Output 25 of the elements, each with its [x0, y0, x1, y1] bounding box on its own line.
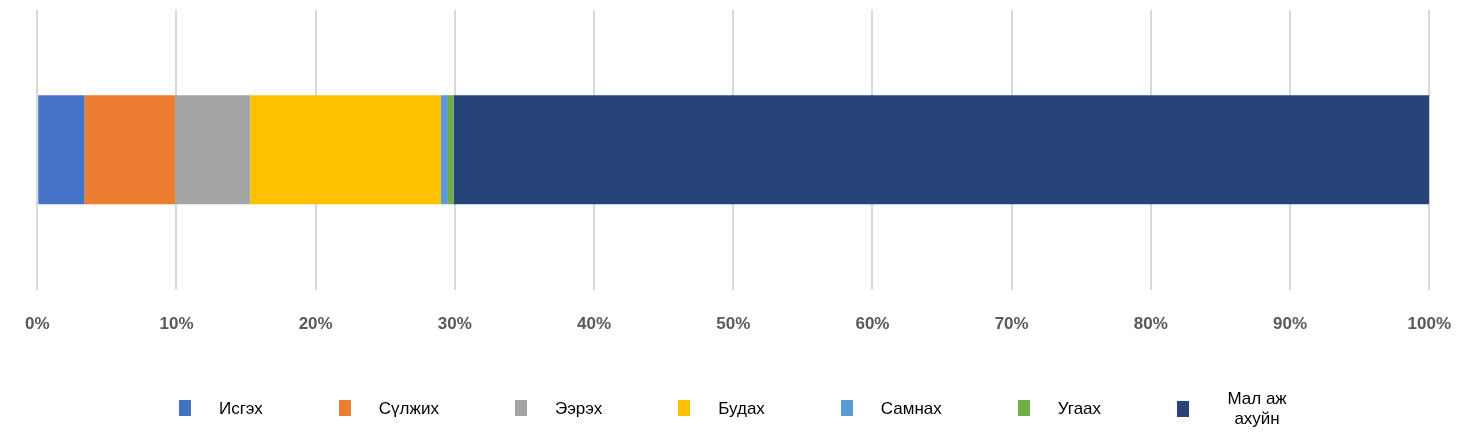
x-tick-label: 60% — [855, 314, 890, 334]
bar — [440, 95, 448, 205]
legend-label: Ээрэх — [554, 398, 603, 419]
bar — [250, 95, 441, 205]
x-tick-label: 0% — [25, 314, 50, 334]
legend-label: Угаах — [1057, 398, 1102, 419]
bar — [84, 95, 176, 205]
bar — [447, 95, 454, 205]
x-tick-label: 80% — [1133, 314, 1168, 334]
x-tick-label: 20% — [298, 314, 333, 334]
legend-label: Мал аж ахуйн — [1226, 388, 1288, 429]
x-tick-label: 10% — [159, 314, 194, 334]
x-tick-label: 30% — [437, 314, 472, 334]
x-tick-label: 90% — [1273, 314, 1308, 334]
x-tick-label: 100% — [1407, 314, 1451, 334]
x-tick-label: 70% — [994, 314, 1029, 334]
bar — [38, 95, 85, 205]
legend-label: Будах — [718, 398, 765, 419]
bar — [175, 95, 251, 205]
x-tick-label: 50% — [716, 314, 751, 334]
legend-label: Самнах — [880, 398, 942, 419]
x-tick-label: 40% — [577, 314, 612, 334]
legend-label: Сүлжих — [378, 398, 439, 419]
bar — [453, 95, 1430, 205]
legend-label: Исгэх — [218, 398, 263, 419]
